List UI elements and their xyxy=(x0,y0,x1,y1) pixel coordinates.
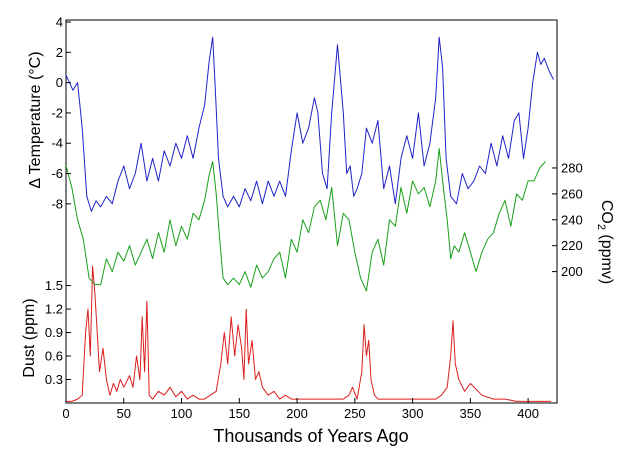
co2-axis-title-units: (ppmv) xyxy=(598,230,615,284)
dust-axis-title: Dust (ppm) xyxy=(21,298,38,377)
temperature-tick-label: -6 xyxy=(51,166,63,181)
co2-tick-label: 280 xyxy=(561,160,583,175)
plot-frame xyxy=(65,19,558,404)
co2-axis-title-co: CO xyxy=(598,200,615,224)
x-tick-label: 300 xyxy=(402,406,424,421)
temperature-tick-label: -2 xyxy=(51,105,63,120)
x-tick-label: 250 xyxy=(344,406,366,421)
dust-tick-label: 1.5 xyxy=(45,278,63,293)
tick-layer: 0 50 100 150 200 250 300 350 400 4 2 0 -2 -4 -6 -8 1.5 1.… xyxy=(45,15,583,422)
dust-tick-label: 0.3 xyxy=(45,372,63,387)
co2-line xyxy=(65,148,546,292)
temperature-tick-label: -4 xyxy=(51,136,63,151)
series-layer xyxy=(65,36,554,402)
x-tick-label: 100 xyxy=(171,406,193,421)
x-tick-label: 350 xyxy=(460,406,482,421)
co2-tick-label: 200 xyxy=(561,264,583,279)
temperature-line xyxy=(65,36,554,212)
temperature-tick-label: 2 xyxy=(56,45,63,60)
co2-tick-label: 260 xyxy=(561,186,583,201)
x-tick-label: 0 xyxy=(62,406,69,421)
x-tick-label: 150 xyxy=(228,406,250,421)
co2-tick-label: 220 xyxy=(561,238,583,253)
temperature-tick-label: -8 xyxy=(51,196,63,211)
x-tick-label: 50 xyxy=(117,406,131,421)
dust-tick-label: 0.6 xyxy=(45,349,63,364)
temperature-axis-title: Δ Temperature (°C) xyxy=(27,51,44,188)
co2-tick-label: 240 xyxy=(561,212,583,227)
x-tick-label: 400 xyxy=(517,406,539,421)
co2-axis-title: CO2 (ppmv) xyxy=(595,200,615,284)
x-axis-title: Thousands of Years Ago xyxy=(213,426,408,446)
x-tick-label: 200 xyxy=(286,406,308,421)
dust-tick-label: 0.9 xyxy=(45,325,63,340)
temperature-tick-label: 4 xyxy=(56,15,63,30)
temperature-tick-label: 0 xyxy=(56,75,63,90)
dust-line xyxy=(66,265,552,402)
dust-tick-label: 1.2 xyxy=(45,302,63,317)
co2-axis-title-sub: 2 xyxy=(595,224,607,230)
